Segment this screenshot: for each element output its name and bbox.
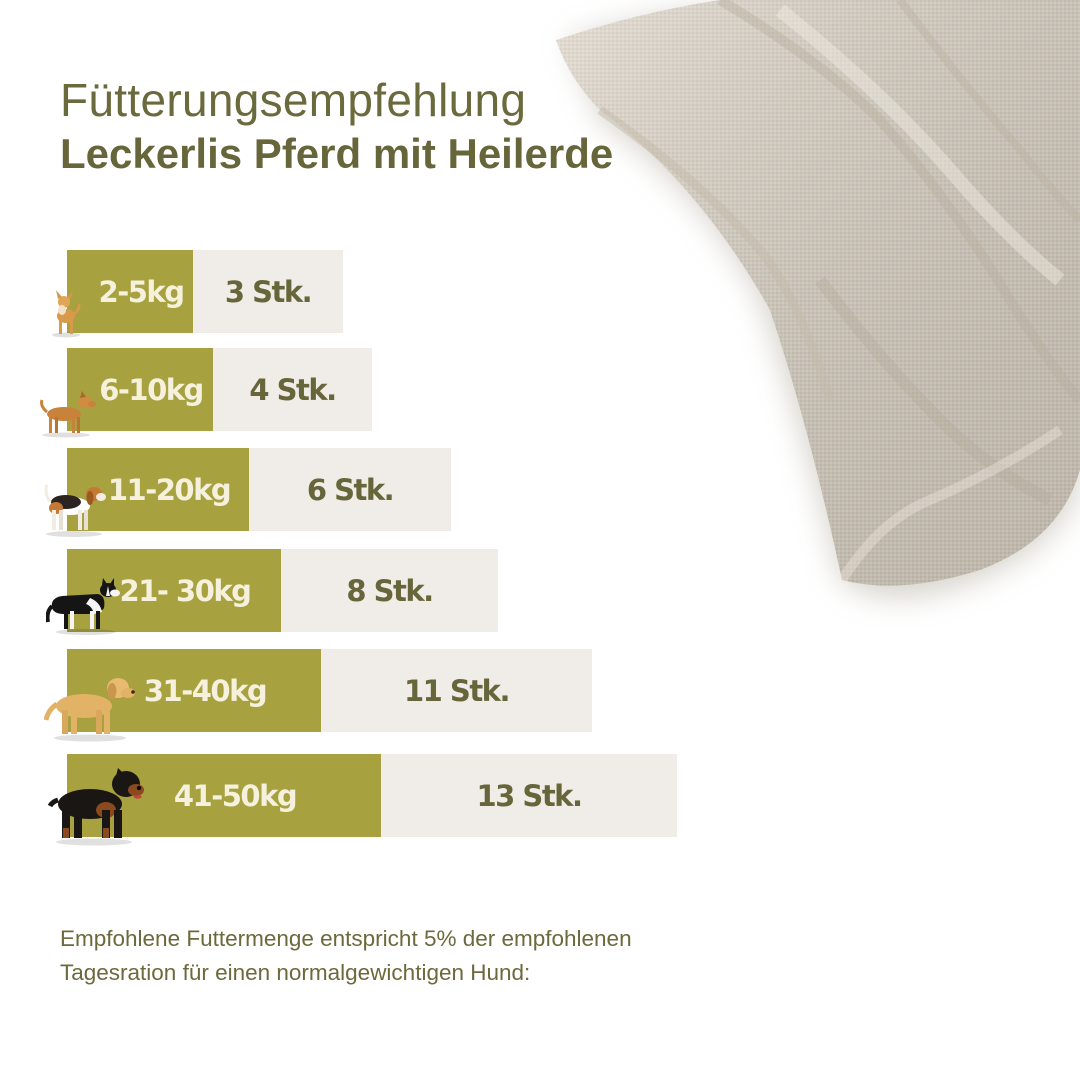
weight-cell: 6-10kg xyxy=(67,348,213,431)
weight-cell: 2-5kg xyxy=(67,250,193,333)
amount-cell: 8 Stk. xyxy=(281,549,498,632)
amount-cell: 13 Stk. xyxy=(381,754,677,837)
title-line-2: Leckerlis Pferd mit Heilerde xyxy=(60,130,614,177)
feeding-note: Empfohlene Futtermenge entspricht 5% der… xyxy=(60,926,632,985)
amount-cell: 3 Stk. xyxy=(193,250,343,333)
weight-cell: 11-20kg xyxy=(67,448,249,531)
title-line-1: Fütterungsempfehlung xyxy=(60,74,527,126)
weight-cell: 31-40kg xyxy=(67,649,321,732)
weight-cell: 41-50kg xyxy=(67,754,381,837)
page-title: Fütterungsempfehlung Leckerlis Pferd mit… xyxy=(60,72,613,180)
weight-cell: 21- 30kg xyxy=(67,549,281,632)
feeding-row: 21- 30kg 8 Stk. xyxy=(67,549,498,632)
amount-cell: 4 Stk. xyxy=(213,348,372,431)
feeding-row: 6-10kg 4 Stk. xyxy=(67,348,372,431)
amount-cell: 11 Stk. xyxy=(321,649,592,732)
feeding-row: 11-20kg 6 Stk. xyxy=(67,448,451,531)
feeding-row: 31-40kg 11 Stk. xyxy=(67,649,592,732)
feeding-row: 2-5kg 3 Stk. xyxy=(67,250,343,333)
amount-cell: 6 Stk. xyxy=(249,448,451,531)
feeding-row: 41-50kg 13 Stk. xyxy=(67,754,677,837)
